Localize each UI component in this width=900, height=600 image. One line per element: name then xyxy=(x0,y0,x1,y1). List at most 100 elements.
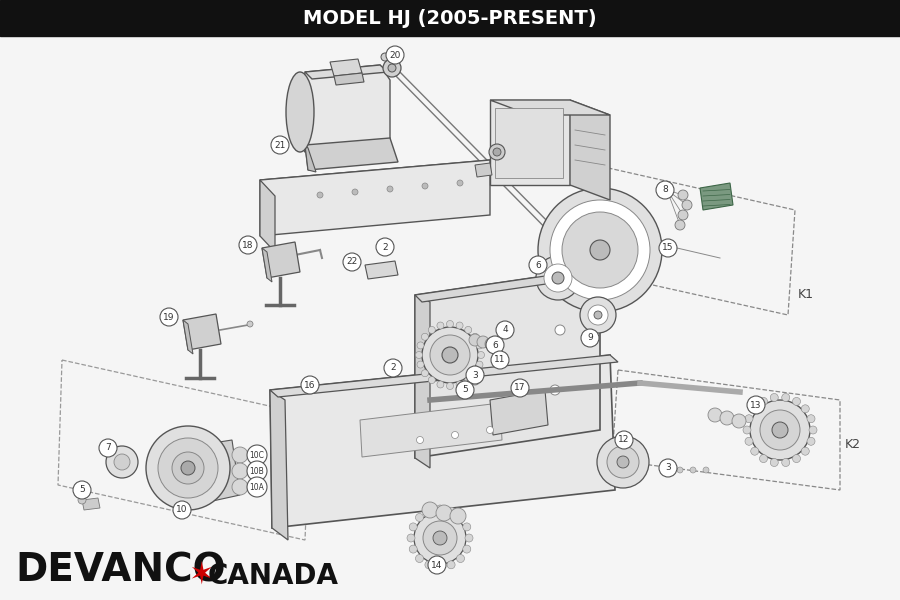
Text: 18: 18 xyxy=(242,241,254,250)
Circle shape xyxy=(106,446,138,478)
Text: 12: 12 xyxy=(618,436,630,445)
Circle shape xyxy=(456,554,464,563)
Circle shape xyxy=(422,502,438,518)
Polygon shape xyxy=(365,261,398,279)
Circle shape xyxy=(450,508,466,524)
Circle shape xyxy=(678,210,688,220)
Bar xyxy=(0,0,900,36)
Circle shape xyxy=(422,183,428,189)
Polygon shape xyxy=(415,268,600,458)
Circle shape xyxy=(472,333,479,340)
Text: 16: 16 xyxy=(304,380,316,389)
Polygon shape xyxy=(183,320,193,354)
Circle shape xyxy=(446,320,454,328)
Circle shape xyxy=(417,437,424,443)
Circle shape xyxy=(469,334,481,346)
Circle shape xyxy=(425,507,433,515)
Circle shape xyxy=(181,461,195,475)
Text: MODEL HJ (2005-PRESENT): MODEL HJ (2005-PRESENT) xyxy=(303,8,597,28)
Circle shape xyxy=(487,427,493,433)
Circle shape xyxy=(544,264,572,292)
Circle shape xyxy=(417,361,424,368)
Polygon shape xyxy=(334,73,364,85)
Circle shape xyxy=(747,396,765,414)
Polygon shape xyxy=(270,355,615,528)
Polygon shape xyxy=(260,160,505,196)
Circle shape xyxy=(597,436,649,488)
Text: DEVANCO: DEVANCO xyxy=(15,552,226,590)
Polygon shape xyxy=(330,59,362,76)
Circle shape xyxy=(491,351,509,369)
Polygon shape xyxy=(305,65,388,79)
Circle shape xyxy=(496,321,514,339)
Circle shape xyxy=(465,534,473,542)
Polygon shape xyxy=(305,145,316,172)
Circle shape xyxy=(486,336,504,354)
Circle shape xyxy=(436,381,444,388)
Circle shape xyxy=(750,400,810,460)
Circle shape xyxy=(536,256,580,300)
Circle shape xyxy=(383,59,401,77)
Polygon shape xyxy=(262,248,272,282)
Circle shape xyxy=(760,455,768,463)
Text: ✶: ✶ xyxy=(188,561,213,590)
Circle shape xyxy=(708,408,722,422)
Text: 5: 5 xyxy=(79,485,85,494)
Polygon shape xyxy=(200,440,240,502)
Polygon shape xyxy=(415,268,608,302)
Ellipse shape xyxy=(286,72,314,152)
Circle shape xyxy=(173,501,191,519)
Circle shape xyxy=(73,481,91,499)
Polygon shape xyxy=(475,163,492,177)
Circle shape xyxy=(407,534,415,542)
Circle shape xyxy=(447,561,455,569)
Circle shape xyxy=(410,523,418,531)
Circle shape xyxy=(447,507,455,515)
Polygon shape xyxy=(570,100,610,200)
Circle shape xyxy=(317,192,323,198)
Circle shape xyxy=(782,458,789,466)
Polygon shape xyxy=(82,498,100,510)
Circle shape xyxy=(436,563,444,571)
Circle shape xyxy=(416,514,424,521)
Circle shape xyxy=(247,321,253,327)
Circle shape xyxy=(751,447,759,455)
Circle shape xyxy=(594,311,602,319)
Circle shape xyxy=(464,377,472,383)
Circle shape xyxy=(463,545,471,553)
Circle shape xyxy=(550,385,560,395)
Circle shape xyxy=(99,439,117,457)
Circle shape xyxy=(388,64,396,72)
Circle shape xyxy=(436,322,444,329)
Circle shape xyxy=(425,561,433,569)
Text: 13: 13 xyxy=(751,401,761,409)
Circle shape xyxy=(436,505,444,513)
Circle shape xyxy=(384,359,402,377)
Circle shape xyxy=(760,397,768,406)
Circle shape xyxy=(416,352,422,358)
Circle shape xyxy=(232,463,248,479)
Text: 19: 19 xyxy=(163,313,175,322)
Circle shape xyxy=(772,422,788,438)
Circle shape xyxy=(457,180,463,186)
Circle shape xyxy=(456,322,464,329)
Circle shape xyxy=(343,253,361,271)
Text: 20: 20 xyxy=(390,50,400,59)
Circle shape xyxy=(489,144,505,160)
Circle shape xyxy=(476,342,483,349)
Circle shape xyxy=(114,454,130,470)
Circle shape xyxy=(607,446,639,478)
Circle shape xyxy=(745,437,753,445)
Text: 5: 5 xyxy=(462,385,468,395)
Circle shape xyxy=(158,438,218,498)
Circle shape xyxy=(476,361,483,368)
Circle shape xyxy=(550,200,650,300)
Circle shape xyxy=(416,554,424,563)
Circle shape xyxy=(247,461,267,481)
Text: 6: 6 xyxy=(536,260,541,269)
Polygon shape xyxy=(270,390,288,540)
Polygon shape xyxy=(260,180,275,252)
Circle shape xyxy=(659,459,677,477)
Circle shape xyxy=(247,477,267,497)
Circle shape xyxy=(381,53,389,61)
